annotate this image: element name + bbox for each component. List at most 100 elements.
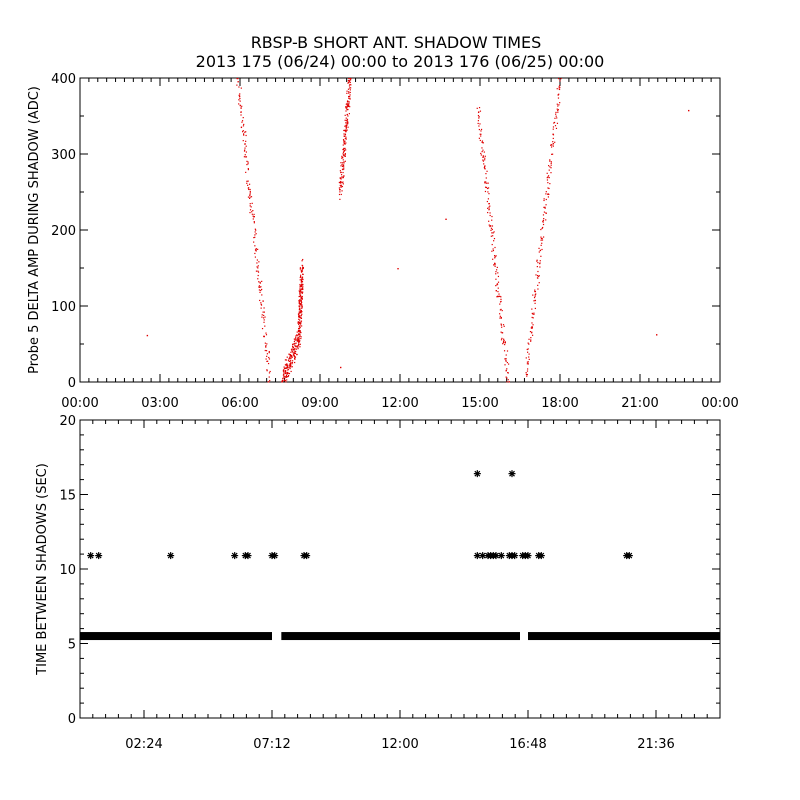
data-point [146, 334, 149, 337]
data-point [505, 359, 507, 361]
data-point [489, 225, 491, 227]
data-point [300, 310, 302, 312]
data-point [300, 320, 303, 322]
y-tick-label: 0 [68, 376, 76, 391]
data-point [291, 362, 294, 364]
data-point [508, 470, 516, 478]
data-point [300, 285, 302, 287]
data-point [249, 205, 251, 207]
data-point [286, 379, 288, 381]
data-point [289, 363, 291, 366]
data-point [493, 237, 496, 240]
data-point [557, 105, 559, 107]
data-point [540, 255, 542, 257]
data-point [247, 168, 250, 171]
data-point [341, 185, 344, 188]
data-point [258, 281, 260, 283]
data-point [479, 110, 482, 112]
data-point [340, 193, 342, 196]
data-point [536, 265, 538, 268]
data-point [344, 140, 346, 142]
data-point [257, 278, 259, 280]
data-point [249, 190, 251, 193]
data-point [302, 266, 304, 269]
data-point [344, 154, 346, 156]
data-point [299, 285, 301, 287]
data-point [503, 340, 505, 342]
data-point [247, 196, 250, 198]
data-point [264, 325, 266, 327]
data-point [260, 286, 262, 288]
baseline-points [528, 632, 720, 641]
data-point [506, 381, 508, 383]
data-point [293, 353, 295, 355]
data-point [538, 275, 540, 277]
data-point [506, 361, 509, 364]
data-point [346, 108, 348, 110]
data-point [345, 117, 347, 119]
x-tick-label: 12:00 [381, 737, 418, 752]
data-point [539, 266, 541, 268]
data-point [339, 191, 341, 193]
chart-subtitle: 2013 175 (06/24) 00:00 to 2013 176 (06/2… [196, 52, 605, 71]
data-point [302, 286, 304, 288]
data-point [344, 152, 346, 155]
data-point [301, 301, 303, 304]
plot-frame [79, 77, 721, 383]
data-point [539, 249, 541, 252]
data-point [261, 327, 264, 330]
data-point [554, 125, 557, 127]
data-point [505, 376, 507, 378]
data-point [528, 338, 530, 340]
data-point [252, 218, 254, 220]
data-point [283, 373, 285, 375]
data-point [497, 552, 505, 560]
data-point [300, 296, 302, 298]
data-point [490, 235, 492, 237]
data-point [265, 358, 267, 360]
data-point [485, 173, 487, 175]
data-point [299, 311, 301, 313]
data-point [299, 343, 301, 345]
data-point [242, 140, 244, 142]
data-point [301, 284, 304, 286]
data-point [283, 374, 285, 376]
data-point [264, 342, 266, 344]
data-point [504, 341, 506, 343]
data-point [482, 142, 484, 144]
data-point [550, 164, 552, 166]
data-point [490, 229, 492, 231]
data-point [299, 303, 301, 306]
data-point [531, 312, 533, 315]
data-point [298, 343, 300, 345]
data-point [547, 182, 549, 184]
data-point [259, 291, 261, 293]
data-point [487, 191, 489, 193]
data-point [493, 231, 495, 233]
data-point [299, 322, 302, 324]
data-point [531, 332, 533, 334]
data-point [347, 126, 349, 128]
data-point [343, 133, 345, 135]
data-point [295, 335, 297, 337]
data-point [244, 154, 246, 156]
data-point [531, 326, 533, 328]
data-point [487, 211, 489, 214]
data-point [249, 197, 251, 199]
data-point [241, 120, 244, 122]
data-point [480, 128, 483, 131]
data-point [485, 186, 488, 189]
data-point [286, 367, 288, 370]
data-point [558, 88, 560, 90]
data-point [499, 295, 501, 298]
data-point [552, 137, 554, 140]
data-point [288, 372, 291, 375]
data-point [291, 345, 294, 348]
data-point [547, 176, 549, 178]
data-point [491, 243, 493, 246]
data-point [542, 236, 545, 238]
data-point [534, 295, 536, 297]
data-point [350, 84, 352, 86]
data-point [246, 160, 248, 162]
data-point [286, 376, 289, 378]
